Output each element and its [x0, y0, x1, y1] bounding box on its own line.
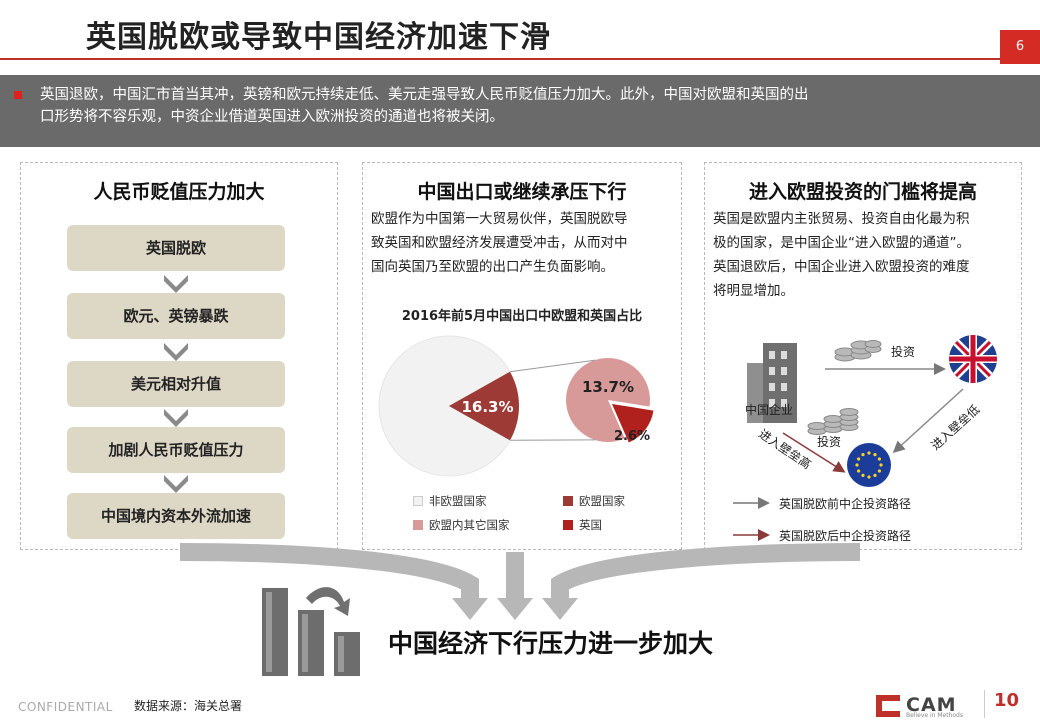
legend-swatch — [413, 520, 423, 530]
body-line: 英国是欧盟内主张贸易、投资自由化最为积 — [713, 211, 970, 227]
investment-path-diagram — [733, 335, 997, 541]
body-line: 将明显增加。 — [713, 283, 794, 299]
chevron-down-icon — [164, 343, 188, 361]
conclusion-text: 中国经济下行压力进一步加大 — [388, 629, 714, 658]
pie-label-other-eu: 13.7% — [582, 378, 634, 396]
cam-logo-icon — [876, 695, 900, 717]
pie-slice-other-eu — [566, 358, 650, 442]
page-title: 英国脱欧或导致中国经济加速下滑 — [86, 20, 551, 55]
legend-label: 欧盟内其它国家 — [429, 518, 510, 532]
pie-slice-eu — [449, 371, 519, 441]
chevron-down-icon — [164, 409, 188, 427]
body-line: 欧盟作为中国第一大贸易伙伴，英国脱欧导 — [371, 211, 628, 227]
step-box: 欧元、英镑暴跌 — [67, 293, 285, 339]
panel-body: 英国是欧盟内主张贸易、投资自由化最为积 极的国家，是中国企业“进入欧盟的通道”。… — [713, 207, 1015, 303]
coins-icon — [807, 408, 859, 435]
declining-bars-icon — [262, 587, 360, 676]
panel-rmb-depreciation: 人民币贬值压力加大 英国脱欧 欧元、英镑暴跌 美元相对升值 加剧人民币贬值压力 … — [20, 162, 338, 550]
legend-after: 英国脱欧后中企投资路径 — [779, 529, 912, 543]
step-box: 中国境内资本外流加速 — [67, 493, 285, 539]
title-underline — [0, 58, 1040, 60]
panel-body: 欧盟作为中国第一大贸易伙伴，英国脱欧导 致英国和欧盟经济发展遭受冲击，从而对中 … — [371, 207, 673, 279]
step-box: 美元相对升值 — [67, 361, 285, 407]
panel-export-pressure: 中国出口或继续承压下行 欧盟作为中国第一大贸易伙伴，英国脱欧导 致英国和欧盟经济… — [362, 162, 682, 550]
body-line: 极的国家，是中国企业“进入欧盟的通道”。 — [713, 235, 970, 251]
title-bar: 英国脱欧或导致中国经济加速下滑 6 — [0, 0, 1040, 70]
coins-icon — [834, 340, 882, 362]
legend-swatch — [413, 496, 423, 506]
legend-label: 欧盟国家 — [579, 494, 625, 508]
step-box: 加剧人民币贬值压力 — [67, 427, 285, 473]
confidential-label: CONFIDENTIAL — [18, 700, 113, 714]
intro-line-1: 英国退欧，中国汇市首当其冲，英镑和欧元持续走低、美元走强导致人民币贬值压力加大。… — [40, 87, 809, 103]
pie-label-uk: 2.6% — [614, 429, 650, 444]
legend-swatch — [563, 520, 573, 530]
uk-flag-icon — [949, 335, 997, 383]
panel-title: 进入欧盟投资的门槛将提高 — [748, 181, 977, 203]
bullet-icon — [14, 91, 22, 99]
anniversary-badge — [984, 690, 1024, 718]
step-box: 英国脱欧 — [67, 225, 285, 271]
brand-name: CAM — [906, 694, 957, 716]
legend-swatch — [563, 496, 573, 506]
intro-line-2: 口形势将不容乐观，中资企业借道英国进入欧洲投资的通道也将被关闭。 — [40, 109, 504, 125]
panel-title: 中国出口或继续承压下行 — [417, 181, 627, 203]
connector-line — [509, 359, 596, 373]
intro-banner: 英国退欧，中国汇市首当其冲，英镑和欧元持续走低、美元走强导致人民币贬值压力加大。… — [0, 75, 1040, 147]
eu-flag-icon — [847, 443, 891, 487]
data-source: 数据来源：海关总署 — [134, 699, 243, 713]
body-line: 致英国和欧盟经济发展遭受冲击，从而对中 — [371, 235, 628, 251]
label-china-firm: 中国企业 — [745, 403, 794, 417]
body-line: 国向英国乃至欧盟的出口产生负面影响。 — [371, 259, 614, 275]
chart-legend: 非欧盟国家 欧盟国家欧盟内其它国家 英国 — [363, 491, 681, 541]
converging-arrows — [179, 543, 861, 620]
panel-title: 人民币贬值压力加大 — [93, 181, 265, 203]
page-number: 6 — [1000, 30, 1040, 64]
pie-label-eu: 16.3% — [461, 398, 513, 416]
building-icon — [747, 343, 797, 423]
chart-title: 2016年前5月中国出口中欧盟和英国占比 — [401, 309, 643, 324]
legend-label: 非欧盟国家 — [429, 494, 487, 508]
legend-label: 英国 — [579, 518, 602, 532]
export-share-chart: 16.3% 13.7% 2.6% — [378, 335, 654, 477]
body-line: 英国退欧后，中国企业进入欧盟投资的难度 — [713, 259, 970, 275]
panel-investment-barrier: 进入欧盟投资的门槛将提高 英国是欧盟内主张贸易、投资自由化最为积 极的国家，是中… — [704, 162, 1022, 550]
chevron-down-icon — [164, 275, 188, 293]
label-invest: 投资 — [817, 435, 842, 449]
anniversary-number: 10 — [994, 690, 1020, 711]
chevron-down-icon — [164, 475, 188, 493]
pie-slice-uk — [612, 404, 654, 443]
legend-before: 英国脱欧前中企投资路径 — [779, 497, 912, 511]
label-invest: 投资 — [891, 345, 916, 359]
brand-tagline: Believe in Methods — [906, 712, 963, 719]
pie-slice-non-eu — [378, 335, 511, 477]
